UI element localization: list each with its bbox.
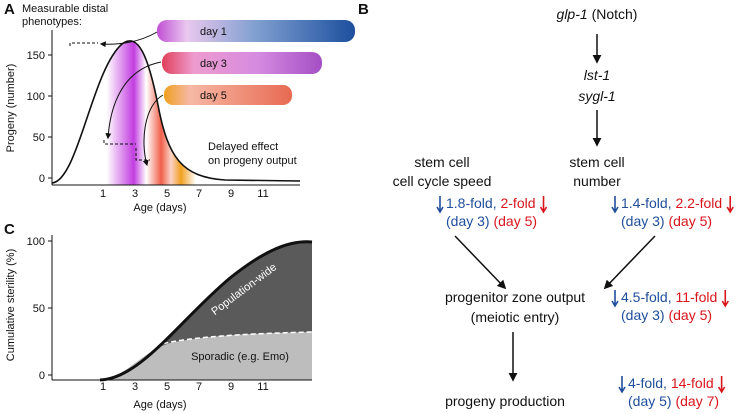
y-tick-label: 50 — [33, 303, 45, 315]
x-tick-label: 7 — [196, 188, 202, 200]
y-axis-title: Cumulative sterility (%) — [5, 249, 17, 361]
fold-change: 4-fold, 14-fold — [628, 375, 714, 391]
fold-blue: 1.8-fold, — [446, 195, 497, 211]
day-red: (day 5) — [668, 307, 712, 323]
down-arrow — [611, 290, 619, 308]
y-axis-title: Progeny (number) — [5, 64, 17, 153]
fold-red: 2.2-fold — [675, 195, 722, 211]
worm — [157, 20, 355, 42]
gene: sygl-1 — [578, 88, 615, 104]
down-arrow — [618, 376, 626, 394]
down-arrow — [539, 196, 548, 214]
node: glp-1 (Notch) — [557, 6, 638, 22]
x-tick-label: 3 — [132, 381, 138, 393]
x-tick-label: 5 — [164, 381, 170, 393]
total-curve — [99, 240, 313, 382]
panel-label: C — [4, 221, 15, 238]
note: Delayed effect — [208, 141, 278, 153]
day-red: (day 7) — [675, 393, 719, 409]
arrow — [454, 235, 507, 290]
x-tick-label: 1 — [100, 188, 106, 200]
down-arrow — [717, 376, 726, 394]
fold-blue: 4-fold, — [628, 375, 667, 391]
day-red: (day 5) — [668, 213, 712, 229]
y-tick-label: 0 — [39, 173, 45, 185]
y-tick-label: 100 — [27, 91, 45, 103]
down-arrow — [721, 290, 729, 308]
dashed-marker — [69, 42, 98, 46]
y-tick-label: 0 — [39, 370, 45, 382]
progeny-curve — [51, 40, 301, 184]
fold-red: 14-fold — [671, 375, 714, 391]
arrow — [105, 61, 162, 140]
down-arrow — [611, 196, 619, 214]
down-arrow — [726, 196, 734, 214]
gene: lst-1 — [584, 67, 610, 83]
x-tick-label: 7 — [196, 381, 202, 393]
day-blue: (day 3) — [621, 307, 665, 323]
node: stem cell — [414, 154, 469, 170]
x-tick-label: 3 — [132, 188, 138, 200]
node: number — [573, 173, 621, 189]
worm — [162, 52, 322, 74]
note: phenotypes: — [22, 16, 82, 28]
day-blue: (day 3) — [621, 213, 665, 229]
x-tick-label: 5 — [164, 188, 170, 200]
area-label: Sporadic (e.g. Emo) — [191, 351, 289, 363]
panel-label: A — [4, 1, 15, 18]
fold-red: 11-fold — [675, 289, 717, 305]
arrow — [603, 235, 656, 290]
fold-days: (day 5) (day 7) — [628, 393, 719, 409]
y-tick-label: 150 — [27, 50, 45, 62]
x-tick-label: 1 — [100, 381, 106, 393]
y-tick-label: 50 — [33, 132, 45, 144]
day-red: (day 5) — [493, 213, 537, 229]
x-tick-label: 11 — [257, 381, 268, 393]
fold-blue: 1.4-fold, — [621, 195, 672, 211]
panel-label: B — [358, 1, 369, 18]
dashed-marker — [103, 140, 136, 145]
day-blue: (day 3) — [446, 213, 490, 229]
node: progenitor zone output — [445, 289, 585, 305]
fold-change: 4.5-fold, 11-fold — [621, 289, 717, 305]
arrow — [142, 94, 164, 167]
node: cell cycle speed — [393, 173, 492, 189]
fold-change: 1.8-fold, 2-fold — [446, 195, 536, 211]
worm-label: day 3 — [200, 58, 227, 70]
fold-days: (day 3) (day 5) — [621, 213, 712, 229]
gene: glp-1 — [557, 6, 588, 22]
x-tick-label: 9 — [228, 188, 234, 200]
fold-change: 1.4-fold, 2.2-fold — [621, 195, 722, 211]
fold-days: (day 3) (day 5) — [446, 213, 537, 229]
day-blue: (day 5) — [628, 393, 672, 409]
x-tick-label: 9 — [228, 381, 234, 393]
node: progeny production — [445, 393, 565, 409]
x-axis-title: Age (days) — [133, 202, 186, 214]
fold-red: 2-fold — [500, 195, 535, 211]
note: on progeny output — [208, 155, 297, 167]
y-tick-label: 100 — [27, 236, 45, 248]
x-axis-title: Age (days) — [133, 399, 186, 411]
worm-label: day 5 — [200, 90, 227, 102]
fold-days: (day 3) (day 5) — [621, 307, 712, 323]
worm — [164, 85, 292, 105]
fold-blue: 4.5-fold, — [621, 289, 672, 305]
arrow — [99, 31, 158, 48]
x-tick-label: 11 — [257, 188, 268, 200]
down-arrow — [436, 196, 444, 214]
node: stem cell — [569, 154, 624, 170]
worm-label: day 1 — [200, 26, 227, 38]
note: (Notch) — [592, 6, 638, 22]
node: (meiotic entry) — [471, 309, 560, 325]
note: Measurable distal — [22, 3, 108, 15]
sporadic-area — [100, 332, 312, 380]
